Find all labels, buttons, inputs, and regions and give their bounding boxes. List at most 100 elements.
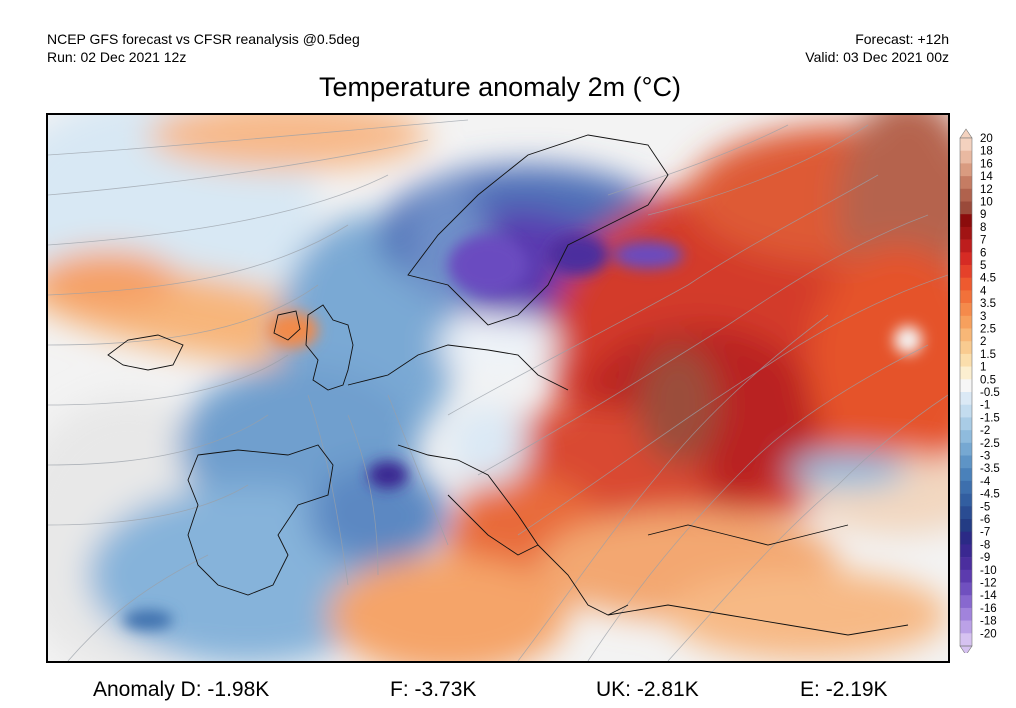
- colorbar-tick-label: -1.5: [980, 412, 1000, 424]
- colorbar-tick-label: -1: [980, 400, 990, 412]
- colorbar-tick-label: 1.5: [980, 349, 996, 361]
- colorbar-tick-label: -3: [980, 451, 990, 463]
- anomaly-germany: Anomaly D: -1.98K: [93, 678, 270, 701]
- colorbar-tick-label: 14: [980, 171, 993, 183]
- colorbar-swatch: [960, 506, 972, 520]
- colorbar-swatch: [960, 188, 972, 202]
- colorbar-swatch: [960, 265, 972, 278]
- colorbar-tick-label: -14: [980, 590, 997, 602]
- colorbar-tick-label: -9: [980, 552, 990, 564]
- colorbar-swatch: [960, 379, 972, 393]
- colorbar-swatch: [960, 544, 972, 558]
- colorbar-max-arrow: [959, 128, 973, 139]
- colorbar-swatch: [960, 531, 972, 545]
- colorbar-tick-label: -4.5: [980, 489, 1000, 501]
- colorbar-swatch: [960, 392, 972, 405]
- colorbar-swatch: [960, 480, 972, 494]
- colorbar-tick-label: 4: [980, 285, 987, 297]
- colorbar-tick-label: -7: [980, 527, 990, 539]
- colorbar-tick-label: 5: [980, 260, 986, 272]
- colorbar-legend: 201816141210987654.543.532.521.510.5-0.5…: [959, 128, 1000, 653]
- country-anomaly-summary: Anomaly D: -1.98K F: -3.73K UK: -2.81K E…: [0, 678, 1016, 708]
- colorbar-swatch: [960, 239, 972, 253]
- map-canvas: [48, 115, 948, 661]
- colorbar-tick-label: -12: [980, 578, 997, 590]
- colorbar-swatch: [960, 455, 972, 469]
- colorbar-tick-label: 6: [980, 247, 986, 259]
- colorbar-swatch: [960, 226, 972, 240]
- colorbar-tick-label: -16: [980, 603, 997, 615]
- colorbar-tick-label: 8: [980, 222, 986, 234]
- wind-streamlines: [48, 119, 948, 661]
- colorbar-tick-label: 9: [980, 209, 986, 221]
- colorbar-swatch: [960, 417, 972, 431]
- colorbar-tick-label: -5: [980, 501, 990, 513]
- colorbar-tick-label: -18: [980, 616, 997, 628]
- colorbar-swatch: [960, 303, 972, 317]
- anomaly-map[interactable]: [46, 113, 950, 663]
- colorbar-swatch: [960, 557, 972, 571]
- anomaly-detail: [123, 235, 922, 630]
- colorbar-swatch: [960, 163, 972, 177]
- colorbar-frame: [959, 137, 973, 647]
- colorbar-swatch: [960, 277, 972, 291]
- colorbar-tick-label: 3: [980, 311, 986, 323]
- colorbar-swatch: [960, 442, 972, 456]
- colorbar-tick-label: 1: [980, 362, 986, 374]
- colorbar-tick-label: -4: [980, 476, 991, 488]
- anomaly-uk: UK: -2.81K: [596, 678, 699, 701]
- colorbar-swatch: [960, 214, 972, 228]
- colorbar-tick-label: 20: [980, 133, 993, 145]
- colorbar-swatch: [960, 468, 972, 482]
- colorbar-tick-label: 18: [980, 146, 993, 158]
- colorbar-tick-label: 2.5: [980, 324, 996, 336]
- colorbar-tick-label: 12: [980, 184, 993, 196]
- run-time: Run: 02 Dec 2021 12z: [47, 49, 187, 65]
- colorbar-swatch: [960, 430, 972, 444]
- valid-time: Valid: 03 Dec 2021 00z: [805, 49, 949, 65]
- anomaly-france: F: -3.73K: [390, 678, 477, 701]
- colorbar-tick-label: 4.5: [980, 273, 996, 285]
- colorbar-swatch: [960, 493, 972, 507]
- colorbar-swatch: [960, 328, 972, 342]
- anomaly-spain: E: -2.19K: [800, 678, 888, 701]
- coastlines: [107, 134, 909, 636]
- colorbar-swatch: [960, 582, 972, 596]
- colorbar-tick-label: 10: [980, 197, 993, 209]
- colorbar-tick-label: 16: [980, 158, 993, 170]
- colorbar-swatch: [960, 404, 972, 418]
- run-info: NCEP GFS forecast vs CFSR reanalysis @0.…: [47, 30, 360, 66]
- forecast-info: Forecast: +12h Valid: 03 Dec 2021 00z: [805, 30, 949, 66]
- colorbar-swatch: [960, 138, 972, 151]
- colorbar-swatch: [960, 341, 972, 355]
- colorbar-swatch: [960, 315, 972, 329]
- colorbar-swatch: [960, 569, 972, 583]
- colorbar-swatch: [960, 366, 972, 380]
- colorbar-swatch: [960, 519, 972, 532]
- colorbar-swatch: [960, 607, 972, 621]
- colorbar-tick-label: -3.5: [980, 463, 1000, 475]
- colorbar-swatch: [960, 150, 972, 164]
- colorbar-tick-label: -10: [980, 565, 997, 577]
- colorbar-tick-label: -0.5: [980, 387, 1000, 399]
- colorbar-swatch: [960, 595, 972, 609]
- colorbar-swatch: [960, 176, 972, 190]
- colorbar-tick-label: 7: [980, 235, 986, 247]
- map-title: Temperature anomaly 2m (°C): [319, 72, 681, 102]
- colorbar-tick-label: 3.5: [980, 298, 996, 310]
- colorbar-tick-label: -6: [980, 514, 990, 526]
- colorbar-swatch: [960, 620, 972, 634]
- model-description: NCEP GFS forecast vs CFSR reanalysis @0.…: [47, 31, 360, 47]
- colorbar-swatch: [960, 290, 972, 304]
- colorbar-tick-label: -20: [980, 628, 997, 640]
- colorbar-tick-label: -2.5: [980, 438, 1000, 450]
- colorbar-swatch: [960, 201, 972, 215]
- forecast-hour: Forecast: +12h: [855, 31, 949, 47]
- colorbar-tick-label: -2: [980, 425, 990, 437]
- colorbar-tick-label: -8: [980, 539, 990, 551]
- colorbar-min-arrow: [959, 645, 973, 653]
- colorbar-swatch: [960, 252, 972, 266]
- colorbar-tick-label: 2: [980, 336, 986, 348]
- colorbar-swatch: [960, 353, 972, 367]
- colorbar-swatch: [960, 633, 972, 647]
